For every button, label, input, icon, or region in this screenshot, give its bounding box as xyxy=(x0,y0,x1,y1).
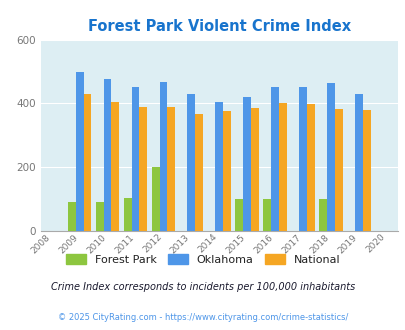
Bar xyxy=(334,109,342,231)
Bar xyxy=(68,202,76,231)
Bar xyxy=(235,199,243,231)
Bar xyxy=(151,167,159,231)
Bar xyxy=(243,97,250,231)
Bar xyxy=(318,199,326,231)
Bar xyxy=(250,108,258,231)
Bar xyxy=(263,199,271,231)
Bar xyxy=(159,82,167,231)
Bar xyxy=(223,112,230,231)
Bar xyxy=(103,79,111,231)
Bar xyxy=(83,94,91,231)
Bar xyxy=(298,87,306,231)
Bar xyxy=(76,72,83,231)
Bar xyxy=(96,202,103,231)
Bar xyxy=(139,107,147,231)
Bar xyxy=(195,114,202,231)
Bar xyxy=(187,94,195,231)
Text: Crime Index corresponds to incidents per 100,000 inhabitants: Crime Index corresponds to incidents per… xyxy=(51,282,354,292)
Bar xyxy=(354,94,362,231)
Bar xyxy=(278,103,286,231)
Bar xyxy=(167,107,175,231)
Bar xyxy=(124,197,131,231)
Bar xyxy=(362,111,370,231)
Bar xyxy=(131,87,139,231)
Bar xyxy=(306,104,314,231)
Bar xyxy=(271,87,278,231)
Bar xyxy=(111,102,119,231)
Bar xyxy=(215,102,223,231)
Text: © 2025 CityRating.com - https://www.cityrating.com/crime-statistics/: © 2025 CityRating.com - https://www.city… xyxy=(58,313,347,322)
Legend: Forest Park, Oklahoma, National: Forest Park, Oklahoma, National xyxy=(61,250,344,269)
Title: Forest Park Violent Crime Index: Forest Park Violent Crime Index xyxy=(87,19,350,34)
Bar xyxy=(326,82,334,231)
